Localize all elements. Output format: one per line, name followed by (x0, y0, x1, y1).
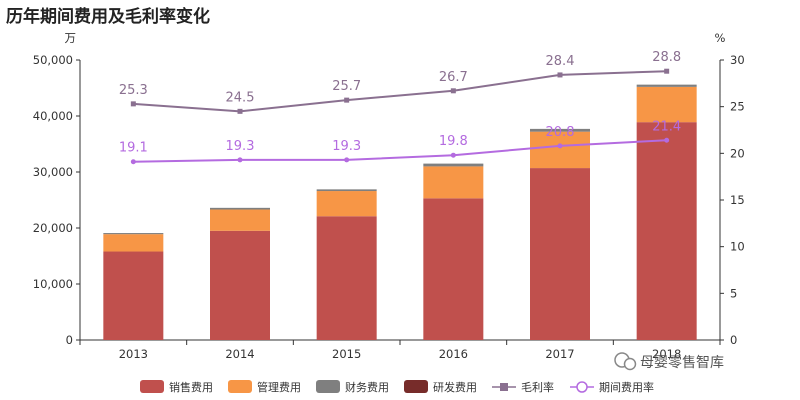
y2-tick-label: 25 (730, 100, 745, 114)
legend-swatch (316, 380, 340, 393)
x-tick-label: 2015 (332, 347, 361, 361)
line-point (237, 108, 243, 114)
legend-swatch (404, 380, 428, 393)
legend-swatch (140, 380, 164, 393)
data-label: 19.3 (226, 139, 255, 154)
y2-tick-label: 30 (730, 53, 745, 67)
legend-label: 财务费用 (345, 380, 389, 394)
x-tick-label: 2017 (545, 347, 574, 361)
line-point (450, 152, 456, 158)
data-label: 28.8 (652, 50, 681, 65)
y2-tick-label: 20 (730, 146, 745, 160)
line-point (557, 72, 563, 78)
y2-tick-label: 15 (730, 193, 745, 207)
bar-segment (636, 84, 697, 87)
bar-segment (636, 86, 697, 123)
x-tick-label: 2018 (652, 347, 681, 361)
data-label: 25.7 (332, 79, 361, 94)
x-tick-label: 2013 (119, 347, 148, 361)
y-tick-label: 10,000 (33, 277, 73, 291)
line-point (664, 68, 670, 74)
bar-segment (530, 128, 590, 132)
y2-axis-unit: % (715, 31, 726, 45)
legend-marker (500, 383, 508, 391)
legend-label: 研发费用 (433, 380, 477, 394)
bar-segment (530, 168, 590, 340)
data-label: 21.4 (652, 119, 681, 134)
x-tick-label: 2014 (225, 347, 254, 361)
line-point (130, 159, 136, 165)
data-label: 20.8 (546, 125, 575, 140)
y-tick-label: 40,000 (33, 109, 73, 123)
legend-label: 期间费用率 (599, 380, 654, 394)
series-line (133, 139, 667, 163)
bar-segment (210, 207, 270, 210)
legend-label: 销售费用 (169, 380, 213, 394)
watermark-text: 母婴零售智库 (640, 355, 724, 371)
legend-swatch (228, 380, 252, 393)
bar-segment (423, 163, 484, 167)
chart-title: 历年期间费用及毛利率变化 (6, 7, 210, 27)
legend-label: 毛利率 (521, 380, 554, 394)
line-point (344, 97, 350, 103)
x-tick-label: 2016 (439, 347, 468, 361)
bar-segment (636, 122, 697, 340)
y2-tick-label: 5 (730, 286, 737, 300)
bar-segment (423, 198, 484, 340)
bar-segment (423, 166, 484, 199)
legend-marker (576, 381, 588, 393)
bar-segment (103, 234, 164, 252)
data-label: 26.7 (439, 70, 468, 85)
bar-segment (210, 230, 270, 340)
bar-segment (316, 191, 377, 217)
y2-tick-label: 0 (730, 333, 737, 347)
data-label: 25.3 (119, 83, 148, 98)
series-line (133, 70, 667, 113)
data-label: 28.4 (546, 54, 575, 69)
data-label: 24.5 (226, 90, 255, 105)
y-axis-unit: 万 (65, 31, 77, 45)
y-tick-label: 0 (66, 333, 73, 347)
bar-segment (530, 131, 590, 169)
data-label: 19.8 (439, 134, 468, 149)
data-label: 19.3 (332, 139, 361, 154)
bar-segment (103, 233, 164, 235)
wechat-icon-secondary (623, 357, 637, 371)
bar-segment (210, 209, 270, 231)
y2-tick-label: 10 (730, 240, 745, 254)
y-tick-label: 30,000 (33, 165, 73, 179)
y-tick-label: 20,000 (33, 221, 73, 235)
bar-segment (316, 216, 377, 340)
data-label: 19.1 (119, 141, 148, 156)
line-point (450, 88, 456, 94)
line-point (664, 137, 670, 143)
line-point (130, 101, 136, 107)
line-point (557, 143, 563, 149)
line-point (237, 157, 243, 163)
legend-label: 管理费用 (257, 380, 301, 394)
bar-segment (316, 189, 377, 192)
line-point (344, 157, 350, 163)
bar-segment (103, 251, 164, 340)
y-tick-label: 50,000 (33, 53, 73, 67)
